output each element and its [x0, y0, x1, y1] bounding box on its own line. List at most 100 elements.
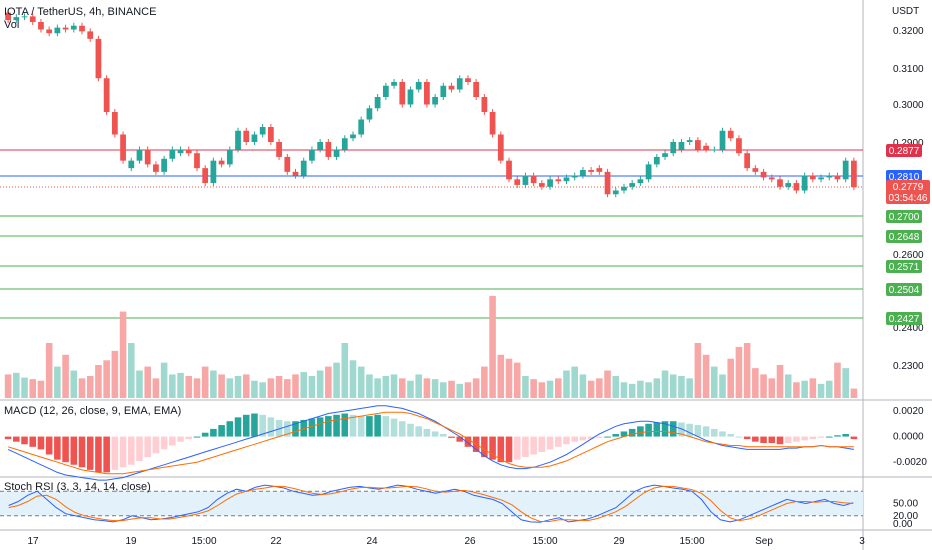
candle-body: [744, 153, 751, 169]
candles-layer: [5, 9, 857, 198]
symbol-title[interactable]: IOTA / TetherUS, 4h, BINANCE: [4, 6, 157, 18]
level-tag: [886, 230, 922, 243]
volume-bar: [390, 374, 398, 398]
candle-body: [629, 183, 636, 187]
candle-body: [407, 89, 414, 105]
volume-bar: [316, 370, 324, 398]
macd-histogram-bar: [637, 426, 644, 437]
stoch-k-line: [8, 484, 854, 523]
volume-label[interactable]: Vol: [4, 19, 20, 31]
macd-histogram-bar: [349, 414, 357, 437]
volume-bar: [628, 383, 636, 398]
candle-body: [194, 153, 200, 169]
candle-body: [276, 142, 282, 157]
volume-bar: [95, 365, 102, 398]
candle-body: [62, 27, 69, 30]
macd-histogram-bar: [538, 436, 546, 452]
signal-line: [7, 411, 854, 475]
macd-histogram-bar: [661, 421, 669, 437]
macd-histogram-bar: [719, 431, 726, 437]
candle-body: [46, 29, 53, 34]
macd-histogram-bar: [711, 428, 718, 437]
candle-body: [768, 177, 775, 180]
volume-bar: [160, 362, 168, 398]
volume-bar: [398, 378, 406, 398]
candle-body: [128, 160, 135, 169]
macd-histogram-bar: [119, 436, 127, 468]
price-tick-label: 0.3000: [893, 100, 924, 111]
macd-histogram-bar: [456, 436, 464, 442]
volume-bar: [119, 311, 127, 398]
candle-body: [300, 160, 307, 176]
candle-body: [29, 16, 36, 22]
candle-body: [292, 171, 299, 176]
volume-bar: [793, 382, 800, 398]
candle-body: [547, 179, 553, 187]
candle-body: [38, 22, 44, 30]
macd-histogram-bar: [817, 436, 825, 438]
level-tag: [886, 283, 922, 296]
macd-histogram-bar: [645, 423, 652, 437]
macd-histogram-bar: [653, 422, 661, 437]
volume-bar: [78, 378, 86, 398]
volume-bar: [505, 358, 513, 398]
macd-histogram-bar: [596, 436, 603, 438]
volume-bar: [169, 374, 176, 398]
macd-histogram-bar: [234, 417, 242, 437]
macd-histogram-bar: [54, 436, 61, 460]
x-tick-label: 29: [613, 536, 625, 547]
macd-histogram-bar: [801, 436, 808, 441]
currency-label[interactable]: USDT: [892, 6, 920, 17]
candle-body: [79, 25, 85, 32]
volume-bar: [801, 380, 808, 398]
volume-bar: [62, 354, 69, 398]
candle-body: [604, 171, 611, 195]
candle-body: [826, 175, 833, 178]
volume-bar: [752, 368, 759, 398]
candle-body: [834, 175, 841, 180]
volume-bar: [341, 343, 349, 398]
price-tick-label: 0.2900: [893, 138, 924, 149]
volume-bar: [587, 380, 595, 398]
candle-body: [678, 142, 685, 150]
stoch-tick-label: 50.00: [893, 499, 918, 510]
volume-bar: [86, 376, 94, 398]
macd-histogram-bar: [431, 431, 439, 437]
last-price-text: 0.2779: [893, 182, 924, 193]
x-tick-label: 17: [27, 536, 39, 547]
volume-bar: [70, 370, 78, 398]
candle-body: [456, 78, 463, 90]
stoch-rsi-label[interactable]: Stoch RSI (3, 3, 14, 14, close): [4, 481, 151, 493]
candle-body: [596, 168, 603, 172]
price-tick-label: 0.2400: [893, 323, 924, 334]
macd-label[interactable]: MACD (12, 26, close, 9, EMA, EMA): [4, 405, 182, 417]
volume-layer: [4, 295, 858, 398]
macd-histogram-bar: [45, 436, 53, 455]
macd-histogram-bar: [628, 428, 636, 437]
macd-histogram-bar: [144, 436, 151, 458]
macd-histogram-bar: [522, 436, 529, 458]
candle-body: [809, 175, 816, 180]
price-tick-label: 0.3200: [893, 26, 924, 37]
volume-bar: [784, 374, 792, 398]
candle-body: [144, 149, 151, 165]
volume-bar: [127, 343, 135, 398]
volume-bar: [193, 378, 201, 398]
macd-histogram-bar: [357, 416, 365, 437]
macd-histogram-bar: [284, 421, 291, 437]
candle-body: [415, 82, 422, 90]
volume-bar: [242, 374, 250, 398]
candle-body: [111, 112, 118, 135]
candle-body: [54, 27, 61, 34]
candle-body: [309, 149, 315, 161]
macd-histogram-bar: [735, 436, 743, 438]
macd-histogram-bar: [702, 426, 710, 437]
macd-histogram-bar: [727, 434, 735, 437]
candle-body: [226, 149, 233, 165]
candle-body: [358, 119, 365, 135]
volume-bar: [497, 354, 505, 398]
macd-histogram-bar: [669, 421, 677, 437]
macd-histogram-bar: [300, 419, 308, 437]
candle-body: [621, 186, 627, 191]
candle-body: [374, 97, 381, 109]
